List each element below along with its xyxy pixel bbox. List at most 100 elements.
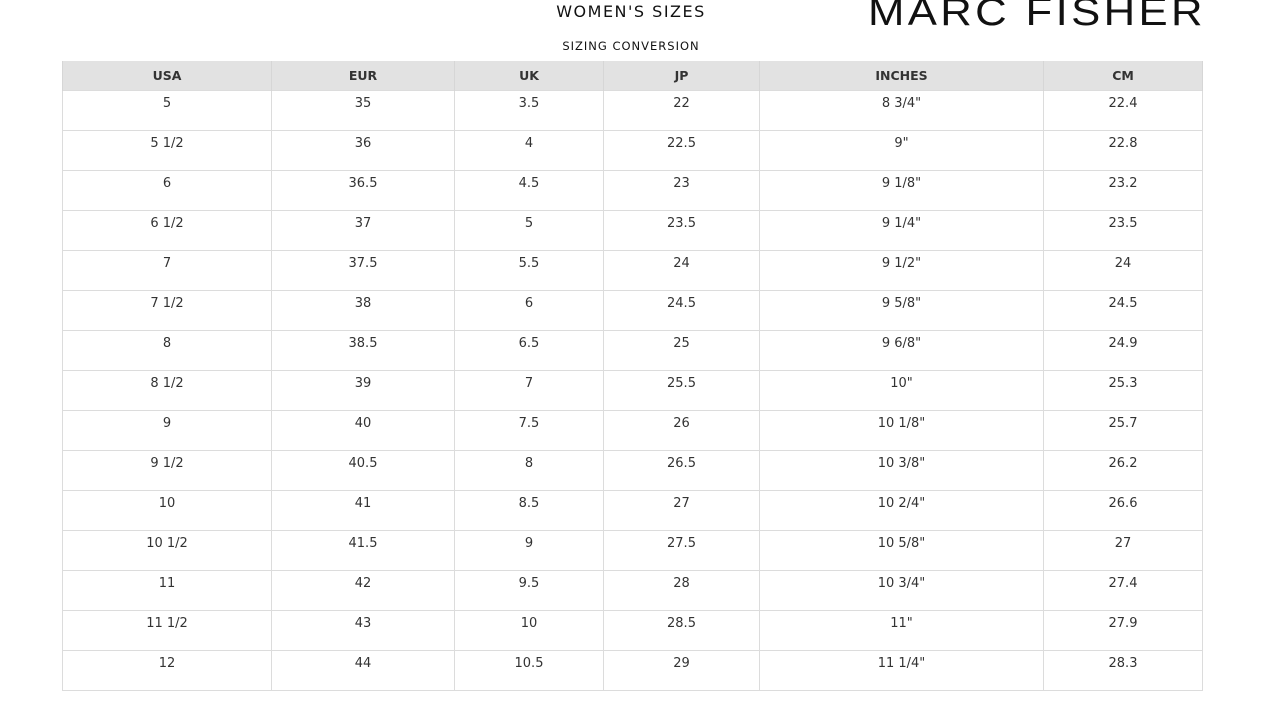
cell-eur: 35 — [271, 90, 455, 131]
cell-cm: 27.9 — [1043, 610, 1203, 651]
cell-eur: 41 — [271, 490, 455, 531]
cell-inches: 10 3/4" — [759, 570, 1044, 611]
table-row: 5 1/2 36 4 22.5 9" 22.8 — [62, 130, 1203, 171]
cell-jp: 23 — [603, 170, 760, 211]
table-row: 9 1/2 40.5 8 26.5 10 3/8" 26.2 — [62, 450, 1203, 491]
table-row: 7 1/2 38 6 24.5 9 5/8" 24.5 — [62, 290, 1203, 331]
cell-jp: 25 — [603, 330, 760, 371]
cell-usa: 12 — [62, 650, 272, 691]
cell-cm: 22.4 — [1043, 90, 1203, 131]
cell-uk: 9.5 — [454, 570, 604, 611]
cell-cm: 22.8 — [1043, 130, 1203, 171]
cell-inches: 9 6/8" — [759, 330, 1044, 371]
cell-cm: 27 — [1043, 530, 1203, 571]
cell-uk: 3.5 — [454, 90, 604, 131]
cell-usa: 8 — [62, 330, 272, 371]
table-row: 12 44 10.5 29 11 1/4" 28.3 — [62, 650, 1203, 691]
brand-logo: MARC FISHER — [868, 0, 1206, 34]
cell-cm: 26.2 — [1043, 450, 1203, 491]
cell-usa: 6 — [62, 170, 272, 211]
cell-eur: 36 — [271, 130, 455, 171]
cell-eur: 39 — [271, 370, 455, 411]
cell-uk: 6 — [454, 290, 604, 331]
table-row: 6 36.5 4.5 23 9 1/8" 23.2 — [62, 170, 1203, 211]
column-header-eur: EUR — [271, 61, 455, 91]
table-row: 10 1/2 41.5 9 27.5 10 5/8" 27 — [62, 530, 1203, 571]
cell-inches: 10 3/8" — [759, 450, 1044, 491]
cell-inches: 10 2/4" — [759, 490, 1044, 531]
table-row: 10 41 8.5 27 10 2/4" 26.6 — [62, 490, 1203, 531]
cell-inches: 9 1/4" — [759, 210, 1044, 251]
column-header-inches: INCHES — [759, 61, 1044, 91]
cell-uk: 5 — [454, 210, 604, 251]
cell-eur: 41.5 — [271, 530, 455, 571]
cell-jp: 25.5 — [603, 370, 760, 411]
cell-uk: 7 — [454, 370, 604, 411]
cell-cm: 24.5 — [1043, 290, 1203, 331]
cell-cm: 25.7 — [1043, 410, 1203, 451]
cell-inches: 8 3/4" — [759, 90, 1044, 131]
cell-usa: 7 — [62, 250, 272, 291]
table-row: 6 1/2 37 5 23.5 9 1/4" 23.5 — [62, 210, 1203, 251]
cell-usa: 10 1/2 — [62, 530, 272, 571]
cell-inches: 10" — [759, 370, 1044, 411]
cell-uk: 9 — [454, 530, 604, 571]
cell-cm: 27.4 — [1043, 570, 1203, 611]
cell-usa: 11 — [62, 570, 272, 611]
cell-jp: 22 — [603, 90, 760, 131]
table-row: 9 40 7.5 26 10 1/8" 25.7 — [62, 410, 1203, 451]
cell-uk: 7.5 — [454, 410, 604, 451]
cell-jp: 24 — [603, 250, 760, 291]
cell-eur: 38 — [271, 290, 455, 331]
cell-cm: 25.3 — [1043, 370, 1203, 411]
table-row: 8 1/2 39 7 25.5 10" 25.3 — [62, 370, 1203, 411]
cell-jp: 28 — [603, 570, 760, 611]
cell-eur: 37 — [271, 210, 455, 251]
cell-eur: 37.5 — [271, 250, 455, 291]
column-header-cm: CM — [1043, 61, 1203, 91]
cell-uk: 5.5 — [454, 250, 604, 291]
cell-usa: 6 1/2 — [62, 210, 272, 251]
table-row: 5 35 3.5 22 8 3/4" 22.4 — [62, 90, 1203, 131]
cell-usa: 11 1/2 — [62, 610, 272, 651]
page-title: WOMEN'S SIZES — [556, 2, 706, 21]
cell-uk: 8 — [454, 450, 604, 491]
cell-inches: 9" — [759, 130, 1044, 171]
cell-inches: 11" — [759, 610, 1044, 651]
cell-usa: 8 1/2 — [62, 370, 272, 411]
cell-inches: 10 5/8" — [759, 530, 1044, 571]
cell-jp: 29 — [603, 650, 760, 691]
cell-jp: 27 — [603, 490, 760, 531]
cell-jp: 23.5 — [603, 210, 760, 251]
cell-usa: 9 — [62, 410, 272, 451]
table-row: 11 42 9.5 28 10 3/4" 27.4 — [62, 570, 1203, 611]
cell-inches: 10 1/8" — [759, 410, 1044, 451]
page-subtitle: SIZING CONVERSION — [562, 39, 700, 53]
table-header-row: USA EUR UK JP INCHES CM — [62, 61, 1203, 91]
cell-jp: 26.5 — [603, 450, 760, 491]
cell-jp: 26 — [603, 410, 760, 451]
cell-jp: 22.5 — [603, 130, 760, 171]
cell-uk: 10.5 — [454, 650, 604, 691]
column-header-uk: UK — [454, 61, 604, 91]
cell-eur: 40.5 — [271, 450, 455, 491]
table-row: 8 38.5 6.5 25 9 6/8" 24.9 — [62, 330, 1203, 371]
cell-usa: 5 1/2 — [62, 130, 272, 171]
column-header-jp: JP — [603, 61, 760, 91]
cell-uk: 4.5 — [454, 170, 604, 211]
cell-usa: 9 1/2 — [62, 450, 272, 491]
cell-eur: 36.5 — [271, 170, 455, 211]
cell-eur: 43 — [271, 610, 455, 651]
cell-usa: 7 1/2 — [62, 290, 272, 331]
cell-cm: 26.6 — [1043, 490, 1203, 531]
cell-eur: 40 — [271, 410, 455, 451]
cell-eur: 38.5 — [271, 330, 455, 371]
cell-inches: 9 5/8" — [759, 290, 1044, 331]
cell-inches: 9 1/2" — [759, 250, 1044, 291]
cell-uk: 6.5 — [454, 330, 604, 371]
cell-cm: 28.3 — [1043, 650, 1203, 691]
cell-jp: 27.5 — [603, 530, 760, 571]
table-row: 11 1/2 43 10 28.5 11" 27.9 — [62, 610, 1203, 651]
cell-jp: 28.5 — [603, 610, 760, 651]
size-conversion-table: USA EUR UK JP INCHES CM 5 35 3.5 22 8 3/4" 22.4 5 1… — [62, 61, 1203, 691]
